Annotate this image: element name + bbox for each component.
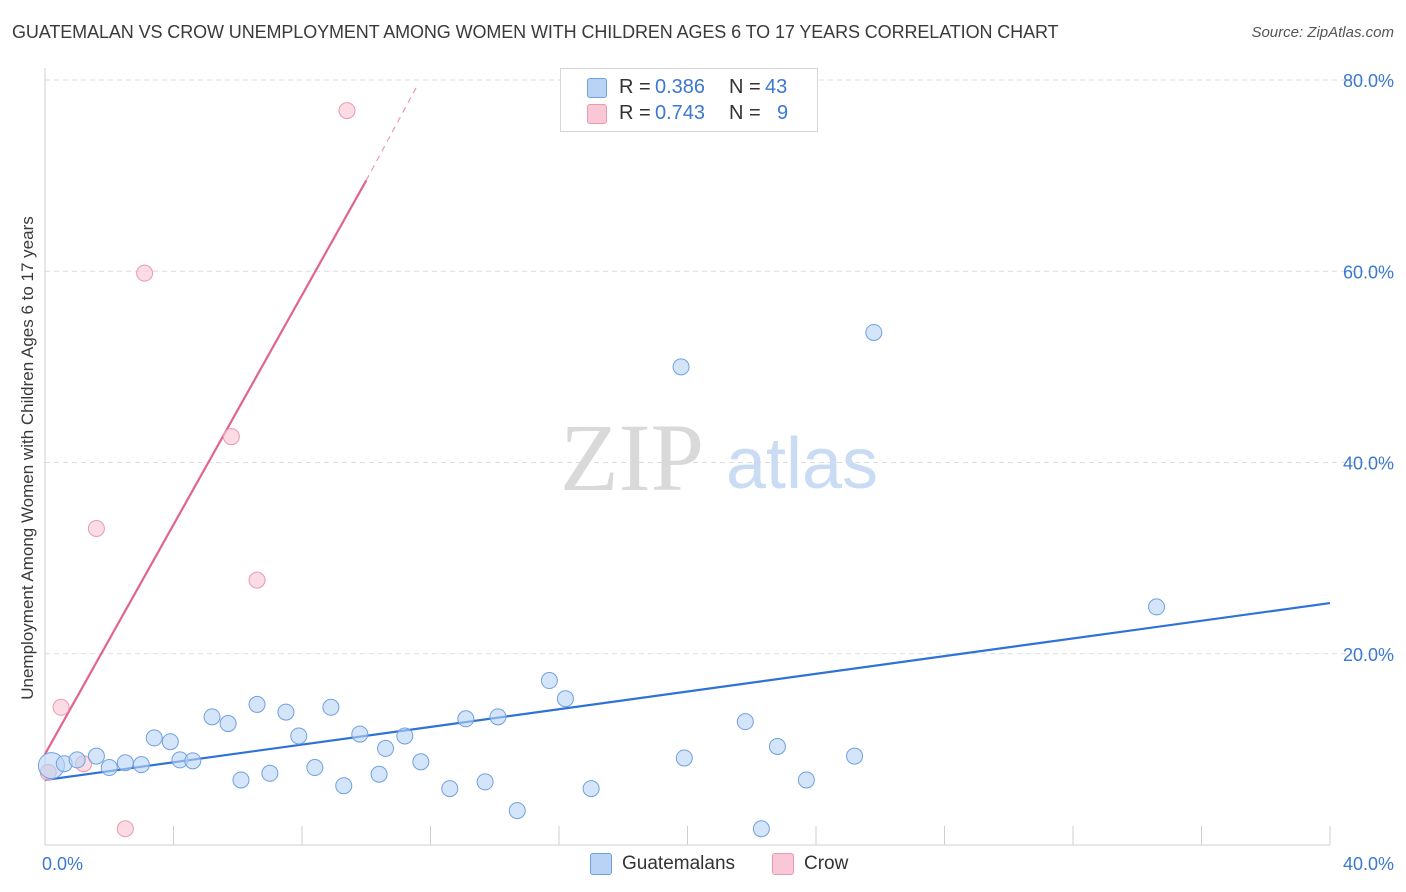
point-guatemalans: [489, 708, 507, 726]
point-crow: [136, 264, 154, 282]
point-guatemalans: [672, 358, 690, 376]
point-guatemalans: [87, 747, 105, 765]
point-guatemalans: [261, 764, 279, 782]
point-guatemalans: [290, 727, 308, 745]
y-tick-label: 80.0%: [1343, 71, 1394, 91]
point-guatemalans: [232, 771, 250, 789]
watermark: ZIP atlas: [560, 404, 878, 511]
point-guatemalans: [797, 771, 815, 789]
point-guatemalans: [540, 672, 558, 690]
point-guatemalans: [219, 715, 237, 733]
bottom-legend-swatch-pink: [772, 853, 794, 875]
point-crow: [222, 428, 240, 446]
trend-line-crow: [44, 179, 368, 755]
point-guatemalans: [846, 747, 864, 765]
point-guatemalans: [306, 759, 324, 777]
legend-r-label: R =: [619, 75, 651, 98]
bottom-legend-swatch-blue: [590, 853, 612, 875]
bottom-legend-guatemalans: Guatemalans: [590, 852, 735, 876]
point-guatemalans: [377, 739, 395, 757]
legend-n-label: N =: [729, 101, 761, 124]
point-guatemalans: [277, 703, 295, 721]
y-tick-label: 20.0%: [1343, 645, 1394, 665]
point-guatemalans: [370, 765, 388, 783]
point-guatemalans: [508, 802, 526, 820]
point-crow: [248, 571, 266, 589]
point-guatemalans: [351, 725, 369, 743]
legend-n-value: 9: [777, 101, 789, 124]
point-guatemalans: [203, 708, 221, 726]
point-guatemalans: [865, 323, 883, 341]
legend-r-label: R =: [619, 101, 651, 124]
legend-r-value: 0.386: [655, 75, 706, 98]
source-label: Source: ZipAtlas.com: [1251, 24, 1394, 41]
point-guatemalans: [582, 780, 600, 798]
data-points: [37, 102, 1166, 838]
x-tick-label: 40.0%: [1343, 854, 1394, 874]
watermark-atlas: atlas: [726, 424, 878, 504]
legend-n-value: 43: [765, 75, 788, 98]
point-guatemalans: [556, 690, 574, 708]
tick-labels: 20.0% 40.0% 60.0% 80.0% 0.0% 40.0%: [42, 71, 1394, 874]
point-guatemalans: [248, 695, 266, 713]
watermark-zip: ZIP: [560, 404, 704, 511]
legend-n-label: N =: [729, 75, 761, 98]
chart-title: GUATEMALAN VS CROW UNEMPLOYMENT AMONG WO…: [12, 22, 1059, 42]
point-guatemalans: [68, 751, 86, 769]
trend-lines: [44, 84, 1331, 782]
point-guatemalans: [116, 754, 134, 772]
point-guatemalans: [145, 729, 163, 747]
legend-swatch-blue: [587, 78, 607, 98]
point-guatemalans: [752, 820, 770, 838]
point-guatemalans: [396, 727, 414, 745]
point-crow: [116, 820, 134, 838]
legend-r-value: 0.743: [655, 101, 706, 124]
point-guatemalans: [736, 713, 754, 731]
point-guatemalans: [441, 780, 459, 798]
point-guatemalans: [1148, 598, 1166, 616]
bottom-legend-label-crow: Crow: [804, 853, 849, 874]
y-tick-label: 60.0%: [1343, 262, 1394, 282]
point-guatemalans: [161, 733, 179, 751]
trend-line-guatemalans: [44, 601, 1331, 782]
point-guatemalans: [675, 749, 693, 767]
axes: [44, 68, 1331, 846]
point-guatemalans: [457, 710, 475, 728]
point-guatemalans: [322, 698, 340, 716]
point-guatemalans: [184, 752, 202, 770]
point-crow: [87, 519, 105, 537]
point-guatemalans: [768, 738, 786, 756]
point-guatemalans: [100, 759, 118, 777]
x-tick-label: 0.0%: [42, 854, 83, 874]
point-guatemalans: [476, 773, 494, 791]
bottom-legend-label-guatemalans: Guatemalans: [622, 853, 736, 874]
trend-line-crow-extension: [365, 84, 419, 181]
correlation-legend: R = 0.386 N = 43 R = 0.743 N = 9: [560, 68, 818, 132]
point-crow: [52, 698, 70, 716]
grid-lines: [45, 79, 1395, 655]
bottom-legend-crow: Crow: [772, 852, 848, 876]
point-guatemalans: [335, 777, 353, 795]
point-crow: [338, 102, 356, 120]
y-tick-label: 40.0%: [1343, 454, 1394, 474]
point-guatemalans: [132, 756, 150, 774]
legend-swatch-pink: [587, 104, 607, 124]
point-guatemalans: [412, 753, 430, 771]
